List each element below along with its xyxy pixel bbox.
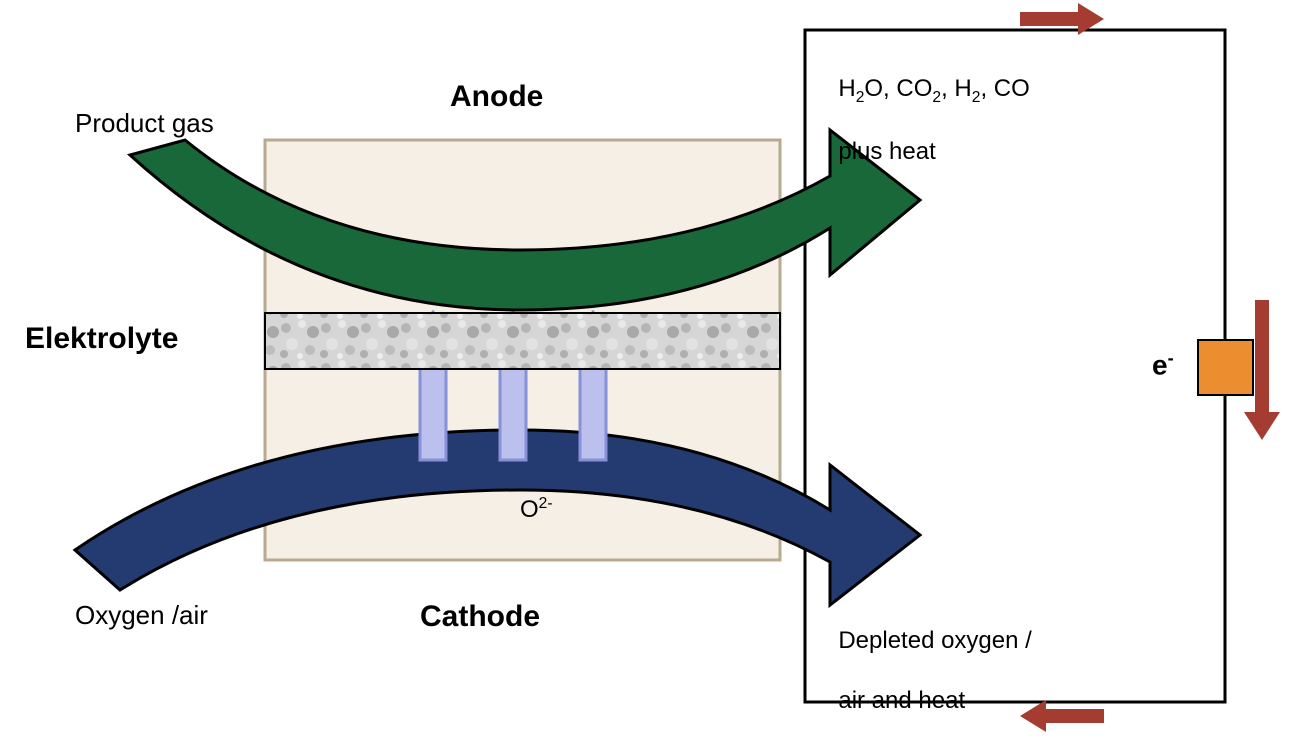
- top-output-line1: H2O, CO2, H2, CO: [838, 75, 1029, 102]
- electrolyte-label: Elektrolyte: [25, 322, 178, 356]
- electron-label: e-: [1152, 348, 1174, 381]
- load-box: [1198, 340, 1253, 395]
- top-output-line2: plus heat: [838, 138, 935, 165]
- cathode-label: Cathode: [420, 600, 540, 634]
- oxide-ion-label: O2-: [520, 495, 553, 524]
- bottom-output-line1: Depleted oxygen /: [838, 627, 1031, 654]
- anode-label: Anode: [450, 80, 543, 114]
- bottom-output-line2: air and heat: [838, 687, 965, 714]
- electrolyte-layer: [265, 313, 780, 369]
- top-output-label: H2O, CO2, H2, CO plus heat: [825, 44, 1030, 167]
- product-gas-label: Product gas: [75, 108, 214, 139]
- oxygen-air-label: Oxygen /air: [75, 600, 208, 631]
- bottom-output-label: Depleted oxygen / air and heat: [825, 596, 1032, 716]
